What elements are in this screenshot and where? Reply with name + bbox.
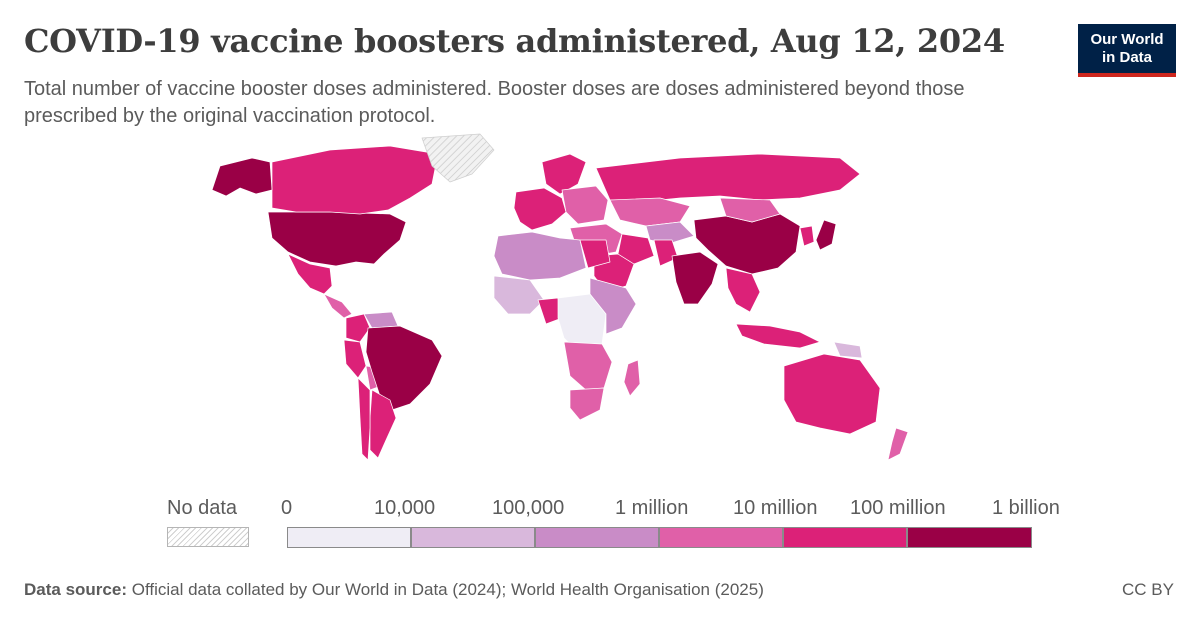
country-western-europe[interactable]: Western Europe	[513, 187, 567, 231]
country-southern-africa[interactable]: Southern Africa	[563, 341, 613, 391]
country-alaska[interactable]: Alaska	[211, 157, 273, 197]
chart-subtitle: Total number of vaccine booster doses ad…	[24, 78, 965, 127]
country-peru[interactable]: Peru	[343, 339, 367, 379]
world-map[interactable]: United StatesCanadaAlaska Greenland Mexico…	[160, 128, 920, 478]
country-greenland[interactable]: Greenland	[421, 133, 495, 183]
logo-line-2: in Data	[1101, 49, 1152, 66]
country-japan[interactable]: Japan	[815, 219, 837, 251]
country-korea[interactable]: Korea	[799, 225, 815, 247]
country-russia[interactable]: Russia	[595, 153, 861, 203]
country-iran[interactable]: Iran	[617, 233, 655, 265]
data-source: Data source: Official data collated by O…	[24, 580, 764, 600]
data-source-label: Data source:	[24, 580, 127, 599]
country-central-america[interactable]: Central America	[323, 293, 353, 319]
country-kazakhstan[interactable]: Kazakhstan	[609, 197, 691, 227]
country-brazil[interactable]: Brazil	[365, 325, 443, 411]
country-new-zealand[interactable]: New Zealand	[887, 427, 909, 461]
country-north-africa[interactable]: North Africa	[493, 231, 587, 281]
legend-tick-10m: 10 million	[733, 497, 818, 519]
chart-title: COVID-19 vaccine boosters administered, …	[24, 22, 1005, 60]
legend-bin-10k-100k[interactable]	[411, 527, 535, 548]
legend-tick-100k: 100,000	[492, 497, 565, 519]
country-india[interactable]: India	[671, 251, 719, 305]
country-scandinavia[interactable]: Scandinavia	[541, 153, 587, 195]
legend-tick-1b: 1 billion	[992, 497, 1060, 519]
country-united-states[interactable]: United States	[267, 211, 407, 267]
legend-tick-1m: 1 million	[615, 497, 689, 519]
country-egypt[interactable]: Egypt	[579, 239, 611, 269]
country-chile[interactable]: Chile	[357, 377, 371, 461]
country-mexico[interactable]: Mexico	[287, 253, 333, 295]
country-southeast-asia[interactable]: Southeast Asia	[725, 267, 761, 313]
data-source-text[interactable]: Official data collated by Our World in D…	[131, 580, 764, 599]
country-madagascar[interactable]: Madagascar	[623, 359, 641, 397]
legend-no-data-label: No data	[167, 497, 238, 519]
owid-logo[interactable]: Our World in Data	[1078, 24, 1176, 77]
country-indonesia[interactable]: Indonesia	[735, 323, 821, 349]
country-canada[interactable]: Canada	[271, 145, 439, 215]
country-mongolia[interactable]: Mongolia	[719, 197, 781, 223]
legend-bin-10m-100m[interactable]	[783, 527, 907, 548]
legend-tick-100m: 100 million	[850, 497, 946, 519]
legend-no-data-swatch[interactable]	[167, 527, 249, 547]
license-link[interactable]: CC BY	[1122, 580, 1174, 599]
legend-bin-100m-1b[interactable]	[907, 527, 1032, 548]
country-central-asia[interactable]: Central Asia	[645, 221, 695, 245]
country-papua-new-guinea[interactable]: Papua New Guinea	[833, 341, 863, 359]
country-colombia[interactable]: Colombia	[345, 313, 371, 343]
country-australia[interactable]: Australia	[783, 353, 881, 435]
country-west-africa[interactable]: West Africa	[493, 275, 545, 315]
legend-tick-10k: 10,000	[374, 497, 436, 519]
legend-bin-0-10k[interactable]	[287, 527, 411, 548]
country-south-africa[interactable]: South Africa	[569, 387, 605, 421]
logo-line-1: Our World	[1090, 31, 1164, 48]
legend-tick-0: 0	[281, 497, 293, 519]
legend-bin-1m-10m[interactable]	[659, 527, 783, 548]
country-east-africa[interactable]: East Africa	[589, 277, 637, 335]
legend-bin-100k-1m[interactable]	[535, 527, 659, 548]
country-eastern-europe[interactable]: Eastern Europe	[561, 185, 609, 225]
